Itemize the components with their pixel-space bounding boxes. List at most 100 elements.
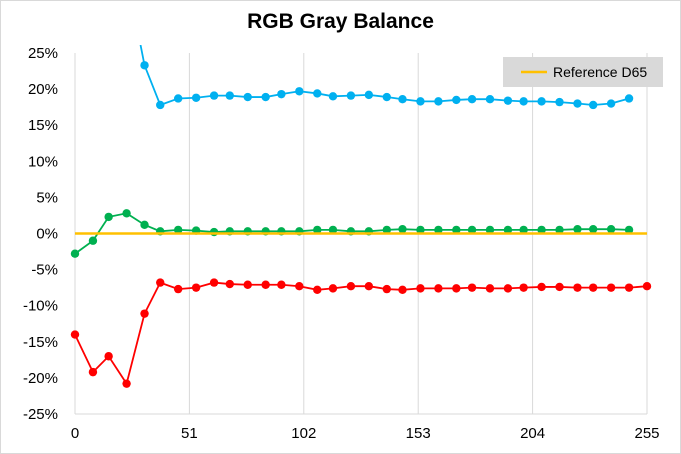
- data-point: [642, 282, 652, 291]
- x-tick-label: 102: [291, 425, 316, 442]
- chart-title: RGB Gray Balance: [247, 10, 434, 33]
- data-point: [173, 94, 183, 103]
- data-point: [434, 284, 443, 293]
- legend: Reference D65: [503, 57, 663, 87]
- data-point: [503, 225, 513, 235]
- data-point: [313, 89, 322, 98]
- y-tick-label: -15%: [23, 334, 58, 351]
- data-point: [382, 92, 391, 102]
- data-point: [485, 225, 495, 235]
- data-point: [588, 100, 598, 110]
- x-tick-label: 51: [181, 425, 198, 442]
- data-point: [346, 282, 356, 291]
- data-point: [173, 284, 183, 294]
- data-point: [328, 225, 338, 235]
- data-point: [382, 284, 391, 294]
- data-point: [624, 225, 634, 235]
- data-point: [140, 61, 149, 70]
- data-point: [295, 282, 304, 291]
- data-point: [398, 285, 407, 295]
- data-point: [467, 225, 477, 235]
- data-point: [606, 283, 616, 292]
- data-point: [88, 236, 98, 245]
- data-point: [452, 284, 461, 293]
- y-tick-label: 20%: [28, 81, 58, 98]
- data-point: [88, 367, 98, 377]
- data-point: [313, 285, 322, 295]
- data-point: [209, 227, 219, 237]
- data-point: [452, 225, 461, 235]
- data-point: [434, 225, 443, 235]
- data-point: [70, 249, 80, 258]
- data-point: [588, 224, 598, 234]
- data-point: [467, 95, 477, 104]
- data-point: [519, 283, 528, 292]
- data-point: [624, 283, 634, 292]
- data-point: [467, 283, 477, 292]
- data-point: [140, 309, 149, 318]
- data-point: [555, 282, 564, 292]
- data-point: [243, 92, 252, 102]
- x-tick-label: 153: [406, 425, 431, 442]
- data-point: [328, 284, 338, 293]
- data-point: [277, 280, 286, 289]
- series-2-line: [74, 281, 648, 386]
- data-point: [503, 284, 513, 293]
- axes: 0 51 102 153 204 255 25% 20% 15% 10% 5% 0% -5% -10% -1…: [23, 45, 660, 442]
- data-point: [156, 278, 165, 287]
- y-tick-label: 10%: [28, 153, 58, 170]
- data-point: [555, 97, 564, 107]
- y-tick-label: 0%: [36, 226, 58, 243]
- data-point: [573, 283, 582, 292]
- data-point: [503, 96, 513, 105]
- data-point: [243, 280, 252, 289]
- y-tick-label: -5%: [31, 262, 58, 279]
- data-point: [416, 284, 425, 293]
- data-point: [191, 283, 201, 292]
- data-point: [452, 95, 461, 105]
- data-point: [382, 225, 391, 235]
- data-point: [295, 87, 304, 96]
- data-point: [328, 92, 338, 101]
- x-tick-label: 255: [634, 425, 659, 442]
- data-point: [346, 91, 356, 100]
- data-point: [261, 280, 270, 289]
- legend-label: Reference D65: [553, 64, 647, 80]
- x-tick-label: 0: [71, 425, 79, 442]
- data-point: [606, 224, 616, 234]
- data-point: [485, 95, 495, 104]
- data-point: [191, 93, 201, 102]
- data-point: [277, 89, 286, 99]
- y-tick-label: -25%: [23, 406, 58, 423]
- y-tick-label: -10%: [23, 298, 58, 315]
- data-point: [104, 352, 113, 361]
- x-tick-label: 204: [520, 425, 545, 442]
- data-point: [122, 379, 131, 388]
- data-point: [537, 97, 546, 106]
- data-point: [364, 90, 374, 100]
- y-tick-label: -20%: [23, 370, 58, 387]
- data-point: [519, 97, 528, 106]
- data-point: [261, 92, 270, 102]
- data-point: [398, 95, 407, 104]
- data-point: [606, 99, 616, 108]
- data-point: [416, 97, 425, 106]
- data-point: [364, 282, 374, 291]
- data-point: [519, 225, 528, 235]
- data-point: [573, 224, 582, 234]
- data-point: [140, 220, 149, 230]
- data-point: [573, 99, 582, 108]
- data-point: [225, 91, 234, 100]
- y-tick-label: 25%: [28, 45, 58, 62]
- data-point: [588, 283, 598, 292]
- y-tick-label: 15%: [28, 117, 58, 134]
- data-point: [555, 225, 564, 235]
- data-point: [156, 100, 165, 110]
- data-point: [209, 278, 219, 287]
- data-point: [104, 212, 113, 222]
- data-point: [485, 284, 495, 293]
- data-point: [434, 97, 443, 106]
- y-tick-label: 5%: [36, 189, 58, 206]
- data-point: [537, 225, 546, 235]
